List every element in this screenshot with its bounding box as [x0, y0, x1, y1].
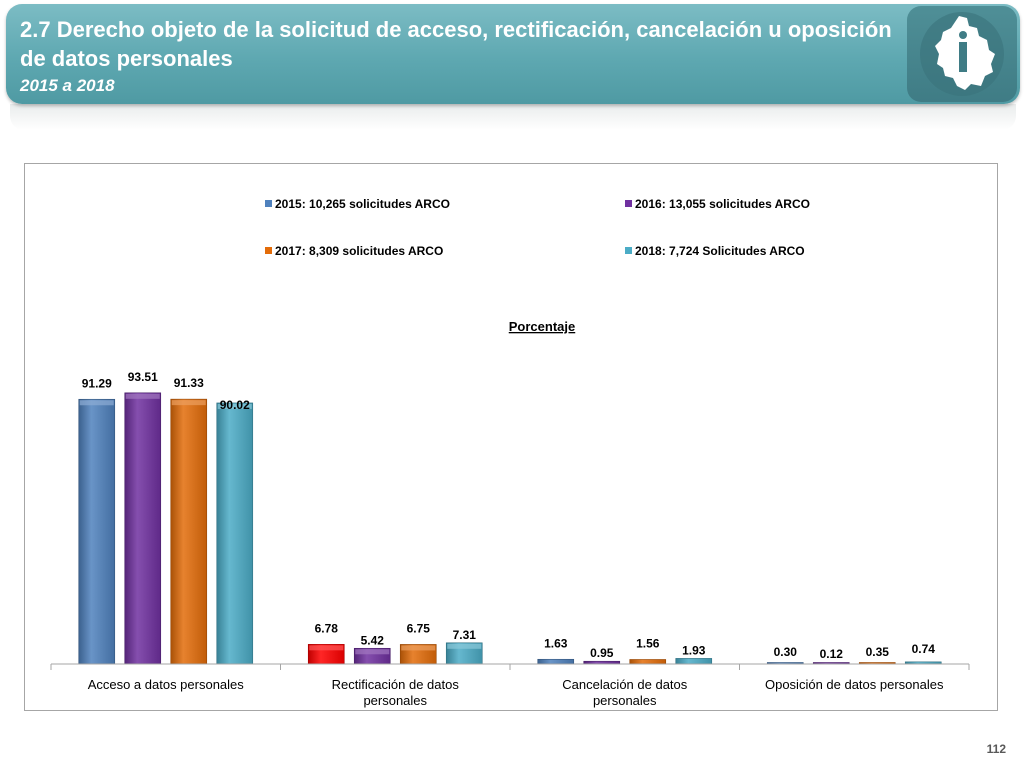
- value-label: 1.56: [636, 636, 660, 650]
- bar-cap: [217, 403, 252, 409]
- chart-title: Porcentaje: [509, 319, 575, 334]
- page-subtitle: 2015 a 2018: [20, 76, 115, 95]
- value-label: 5.42: [361, 633, 385, 647]
- category-label: Oposición de datos personales: [765, 677, 944, 692]
- value-label: 0.35: [866, 645, 890, 659]
- chart-frame: 2015: 10,265 solicitudes ARCO 2016: 13,05…: [24, 163, 998, 711]
- bar-cap: [355, 649, 390, 655]
- legend-label: 2017: 8,309 solicitudes ARCO: [275, 244, 443, 258]
- value-label: 1.93: [682, 643, 706, 657]
- bar: [78, 398, 116, 665]
- bar: [216, 402, 254, 665]
- legend-swatch: [625, 247, 632, 254]
- chart-legend: 2015: 10,265 solicitudes ARCO 2016: 13,05…: [265, 197, 810, 258]
- cdmx-map-logo-icon: [907, 6, 1017, 102]
- value-label: 93.51: [128, 370, 158, 384]
- bar-cap: [309, 645, 344, 651]
- value-label: 90.02: [220, 398, 250, 412]
- page-title: 2.7 Derecho objeto de la solicitud de ac…: [20, 17, 892, 71]
- value-label: 0.12: [820, 647, 844, 661]
- bar-cap: [171, 400, 206, 406]
- value-label: 91.33: [174, 376, 204, 390]
- bar: [537, 658, 575, 665]
- value-label: 91.29: [82, 376, 112, 390]
- value-label: 0.95: [590, 646, 614, 660]
- x-axis: Acceso a datos personales Rectificación d…: [50, 663, 970, 708]
- bar-chart: 2015: 10,265 solicitudes ARCO 2016: 13,05…: [50, 197, 970, 708]
- value-label: 7.31: [453, 628, 477, 642]
- bars: [78, 392, 942, 665]
- bar: [675, 658, 713, 665]
- category-label: Cancelación de datos: [562, 677, 688, 692]
- legend-swatch: [625, 200, 632, 207]
- category-label: Acceso a datos personales: [88, 677, 245, 692]
- legend-swatch: [265, 200, 272, 207]
- bar-cap: [79, 400, 114, 406]
- legend-label: 2016: 13,055 solicitudes ARCO: [635, 197, 810, 211]
- category-label: personales: [593, 693, 657, 708]
- bar: [170, 398, 208, 665]
- legend-label: 2018: 7,724 Solicitudes ARCO: [635, 244, 805, 258]
- header-shadow: [10, 104, 1016, 130]
- bar: [124, 392, 162, 665]
- legend-label: 2015: 10,265 solicitudes ARCO: [275, 197, 450, 211]
- bar-cap: [125, 393, 160, 399]
- category-label: personales: [363, 693, 427, 708]
- bar: [629, 659, 667, 665]
- page-number: 112: [986, 742, 1006, 756]
- value-label: 0.30: [774, 645, 798, 659]
- bar-cap: [401, 645, 436, 651]
- value-label: 6.78: [315, 621, 339, 635]
- value-label: 1.63: [544, 636, 568, 650]
- value-label: 6.75: [407, 621, 431, 635]
- value-labels: 91.29 93.51 91.33 90.02 6.78 5.42 6.75 7.31 1.63…: [82, 370, 936, 661]
- header-bar: [6, 4, 1020, 104]
- category-label: Rectificación de datos: [332, 677, 460, 692]
- bar-cap: [447, 643, 482, 649]
- legend-swatch: [265, 247, 272, 254]
- value-label: 0.74: [912, 642, 936, 656]
